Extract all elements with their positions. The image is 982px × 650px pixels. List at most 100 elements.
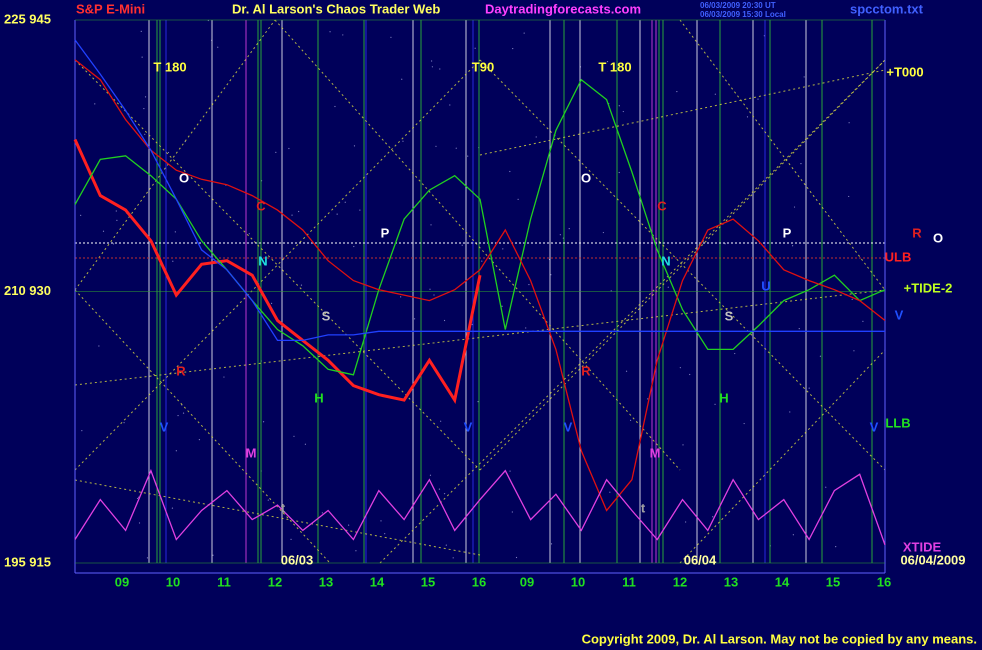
star	[98, 345, 100, 347]
star	[413, 318, 416, 320]
star	[848, 195, 850, 198]
annotation: M	[650, 445, 661, 460]
star	[223, 376, 225, 378]
annotation: P	[381, 225, 390, 240]
annotation: O	[179, 170, 189, 185]
star	[825, 486, 827, 488]
star	[300, 284, 303, 286]
star	[138, 522, 141, 524]
star	[629, 419, 632, 421]
star	[80, 214, 82, 216]
star	[146, 557, 149, 559]
x-tick-label: 16	[877, 574, 891, 589]
star	[291, 214, 293, 216]
star	[609, 491, 611, 493]
star	[329, 31, 331, 33]
star	[102, 230, 105, 232]
lattice-line	[479, 59, 886, 471]
star	[461, 244, 463, 246]
star	[800, 163, 802, 165]
star	[112, 243, 115, 245]
star	[115, 210, 117, 212]
star	[433, 294, 435, 296]
date-label: 06/04	[684, 552, 717, 567]
timestamp: 06/03/2009 20:30 UT	[700, 1, 776, 10]
star	[606, 60, 609, 63]
annotation: V	[160, 419, 169, 434]
star	[359, 209, 361, 211]
star	[511, 511, 513, 513]
star	[474, 47, 476, 49]
annotation: XTIDE	[903, 539, 942, 554]
star	[757, 98, 759, 100]
star	[525, 327, 527, 329]
star	[355, 550, 357, 552]
star	[523, 32, 525, 34]
annotation: T 180	[598, 59, 631, 74]
star	[177, 414, 179, 417]
annotation: N	[258, 253, 267, 268]
star	[384, 533, 386, 535]
star	[336, 213, 338, 215]
star	[647, 398, 649, 400]
star	[175, 450, 177, 452]
star	[430, 224, 432, 226]
series-line	[73, 138, 482, 405]
star	[116, 219, 118, 221]
annotation: t	[641, 500, 646, 515]
star	[342, 34, 344, 36]
star	[528, 283, 530, 286]
star	[550, 543, 553, 545]
star	[734, 352, 736, 355]
star	[467, 155, 469, 157]
star	[293, 435, 295, 437]
star	[438, 488, 441, 490]
chart-title: Dr. Al Larson's Chaos Trader Web	[232, 1, 440, 16]
star	[502, 248, 504, 250]
star	[568, 228, 570, 230]
star	[290, 538, 292, 540]
star	[509, 470, 511, 472]
annotation: C	[657, 198, 667, 213]
annotation: V	[870, 419, 879, 434]
annotation: T 180	[153, 59, 186, 74]
star	[512, 47, 514, 50]
star	[144, 96, 147, 98]
star	[344, 201, 346, 203]
star	[689, 373, 691, 376]
annotation: H	[719, 390, 728, 405]
star	[136, 497, 139, 500]
x-tick-label: 12	[268, 574, 282, 589]
annotation: R	[581, 363, 591, 378]
star	[435, 145, 437, 147]
y-tick-label: 210 930	[4, 283, 51, 298]
star	[431, 66, 433, 68]
star	[143, 107, 145, 110]
lattice-line	[74, 289, 331, 564]
annotation: V	[564, 419, 573, 434]
star	[789, 411, 791, 413]
star	[449, 104, 451, 106]
x-tick-label: 09	[115, 574, 129, 589]
star	[212, 554, 214, 556]
series-line	[74, 78, 886, 376]
star	[862, 320, 864, 322]
star	[792, 534, 794, 536]
y-tick-label: 195 915	[4, 554, 51, 569]
star	[440, 420, 442, 422]
star	[550, 274, 552, 276]
star	[853, 350, 855, 352]
star	[798, 328, 800, 330]
x-tick-label: 11	[622, 574, 636, 589]
annotation: V	[895, 307, 904, 322]
y-tick-label: 225 945	[4, 11, 51, 26]
lattice-line	[74, 479, 481, 556]
star	[808, 387, 810, 389]
annotation: T90	[472, 59, 494, 74]
timestamp: 06/03/2009 15:30 Local	[700, 10, 786, 19]
star	[835, 546, 837, 548]
star	[321, 512, 323, 514]
file-name: spcctom.txt	[850, 1, 924, 16]
lattice-line	[274, 19, 681, 471]
